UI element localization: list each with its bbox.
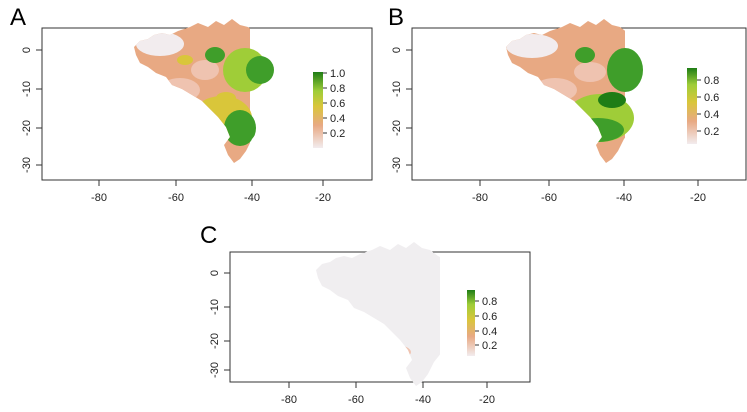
panel-c-xtick: -80 [281, 394, 297, 406]
panel-b-xtick: -20 [690, 192, 706, 204]
panel-a-xtick: -20 [315, 192, 331, 204]
panel-c-ytick: -20 [209, 333, 221, 349]
panel-c-colorbar [467, 290, 475, 356]
panel-c-xtick: -40 [415, 394, 431, 406]
panel-b-xtick: -60 [541, 192, 557, 204]
panel-b-legend-label: 0.6 [704, 92, 719, 104]
panel-a-legend-label: 0.6 [330, 98, 345, 110]
panel-c-xtick: -20 [479, 394, 495, 406]
panel-b-map: -80 -60 -40 -20 0 -10 -20 -30 0.8 0.6 0.… [391, 19, 747, 204]
panel-a-ytick: -10 [21, 81, 33, 97]
panel-a-ytick: -20 [21, 120, 33, 136]
panel-c-ytick: -10 [209, 299, 221, 315]
panel-a-ytick: 0 [21, 47, 33, 53]
panel-c-label: C [200, 222, 218, 249]
panel-a-legend-label: 0.4 [330, 113, 345, 125]
panel-a-colorbar [313, 72, 323, 148]
panel-a-xtick: -80 [91, 192, 107, 204]
panel-a-legend-label: 0.8 [330, 83, 345, 95]
panel-a-legend-label: 1.0 [330, 68, 345, 80]
panel-b-brazil-map [506, 19, 643, 163]
panel-b-colorbar [687, 68, 697, 144]
panel-a-brazil-map [134, 19, 274, 163]
panel-b-legend-label: 0.8 [704, 75, 719, 87]
panel-c-legend-label: 0.4 [482, 326, 497, 338]
panel-a-xtick: -40 [244, 192, 260, 204]
panel-c-xtick: -60 [348, 394, 364, 406]
panel-b-xtick: -40 [616, 192, 632, 204]
panel-a-ytick: -30 [21, 157, 33, 173]
panel-b-xtick: -80 [472, 192, 488, 204]
panel-a-legend-label: 0.2 [330, 128, 345, 140]
panel-b-ytick: 0 [391, 47, 403, 53]
panel-b-label: B [388, 4, 405, 31]
panel-c-map: -80 -60 -40 -20 0 -10 -20 -30 0.8 0.6 0.… [209, 242, 531, 406]
panel-b-legend-label: 0.2 [704, 126, 719, 138]
panel-b-ytick: -20 [391, 120, 403, 136]
panel-c-legend-label: 0.6 [482, 311, 497, 323]
panel-b-legend-label: 0.4 [704, 109, 719, 121]
panel-a-map: -80 -60 -40 -20 0 -10 -20 -30 1.0 0.8 0.… [21, 19, 373, 204]
panel-c-brazil-map [316, 242, 440, 386]
panel-a-label: A [10, 4, 27, 31]
panel-c-legend-label: 0.8 [482, 296, 497, 308]
panel-c-ytick: -30 [209, 362, 221, 378]
panel-c-legend-label: 0.2 [482, 340, 497, 352]
panel-c-ytick: 0 [209, 270, 221, 276]
panel-b-ytick: -30 [391, 157, 403, 173]
panel-b-ytick: -10 [391, 81, 403, 97]
panel-a-xtick: -60 [168, 192, 184, 204]
